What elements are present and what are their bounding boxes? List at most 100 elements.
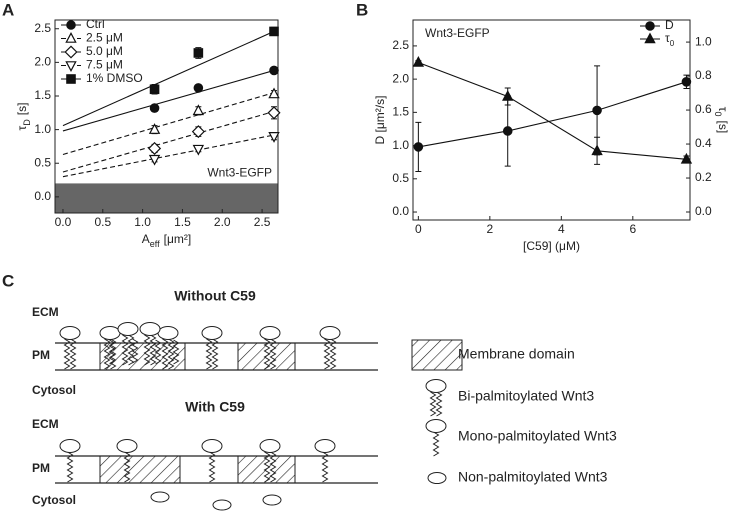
protein-head	[259, 439, 281, 453]
panel-label: A	[2, 0, 14, 19]
lipid-tail	[161, 338, 169, 370]
marker	[193, 83, 204, 93]
y2-axis-label-unit: [s]	[716, 121, 730, 134]
x-axis-label: [C59] (μM)	[523, 239, 580, 253]
annotation: Wnt3-EGFP	[425, 26, 490, 40]
legend-name: 2.5 μM	[86, 31, 123, 45]
lipid-tail	[269, 338, 277, 370]
marker	[269, 65, 279, 76]
legend-text: τ0	[665, 31, 675, 47]
y-axis-label-main: τ	[15, 125, 29, 130]
diagram-title: With C59	[185, 399, 245, 415]
legend-text: Mono-palmitoylated Wnt3	[458, 428, 617, 444]
series-line	[418, 81, 687, 148]
legend-text: 1% DMSO	[86, 71, 143, 85]
protein-head	[117, 322, 139, 336]
marker	[149, 103, 160, 113]
y-axis-label: τD [s]	[15, 103, 32, 131]
marker	[502, 126, 513, 136]
region-label: Cytosol	[32, 383, 76, 397]
legend-name: 7.5 μM	[86, 58, 123, 72]
free-protein	[212, 499, 232, 511]
marker	[592, 105, 602, 116]
annotation: Wnt3-EGFP	[207, 166, 272, 180]
panel-label: B	[356, 0, 368, 19]
lipid-tail	[108, 339, 116, 365]
y-tick-label: 1.0	[392, 138, 409, 152]
y-tick-label: 0.5	[34, 155, 51, 169]
protein-head	[157, 326, 179, 340]
protein-head	[314, 439, 336, 453]
marker	[267, 106, 281, 120]
lipid-tail	[66, 451, 74, 483]
x-axis-label-main: A	[142, 232, 150, 246]
legend-marker	[64, 45, 78, 59]
legend-name: 5.0 μM	[86, 44, 123, 58]
lipid-tail	[123, 451, 131, 483]
marker	[148, 154, 161, 166]
lipid-tail	[154, 339, 162, 365]
y-tick-label: 0.0	[392, 204, 409, 218]
legend-text: D	[665, 18, 674, 32]
protein-head	[259, 326, 281, 340]
y-tick-label: 2.0	[392, 71, 409, 85]
protein-head	[59, 439, 81, 453]
region-label: Cytosol	[32, 493, 76, 507]
legend-marker	[65, 32, 77, 43]
y-tick-label: 2.0	[34, 55, 51, 69]
lipid-tail	[167, 338, 175, 370]
y2-axis-label-sub: 0	[713, 112, 723, 117]
marker	[413, 142, 424, 152]
region-label: ECM	[32, 417, 59, 431]
legend-marker	[645, 21, 655, 31]
y-axis-label-unit: [s]	[15, 103, 29, 116]
x-axis-label-unit: [μm²]	[164, 232, 192, 246]
marker	[680, 152, 693, 164]
region-label: PM	[32, 348, 50, 362]
protein-head	[59, 326, 81, 340]
y2-tick-label: 1.0	[695, 34, 712, 48]
legend-name: Ctrl	[86, 17, 105, 31]
legend-name: D	[665, 18, 674, 32]
marker	[192, 144, 205, 156]
protein-head	[425, 379, 447, 393]
protein-head	[319, 326, 341, 340]
legend-text: 5.0 μM	[86, 44, 123, 58]
legend-marker	[644, 32, 656, 44]
legend-swatch	[411, 339, 463, 371]
marker	[412, 55, 425, 67]
lipid-tail	[205, 338, 213, 370]
y-axis-label-sub: D	[22, 119, 32, 126]
protein-head	[425, 419, 447, 433]
marker	[191, 125, 205, 139]
fit-line	[62, 134, 275, 178]
lipid-tail	[432, 431, 440, 457]
marker	[268, 132, 280, 143]
region-label: PM	[32, 461, 50, 475]
lipid-tail	[321, 451, 329, 483]
membrane-domain	[99, 455, 181, 484]
x-axis-label: Aeff [μm²]	[142, 232, 191, 249]
lipid-tail	[143, 334, 151, 366]
protein-head	[201, 326, 223, 340]
lipid-tail	[269, 451, 277, 483]
y-tick-label: 0.0	[34, 189, 51, 203]
protein-head	[99, 326, 121, 340]
free-protein	[262, 494, 282, 506]
y2-tick-label: 0.6	[695, 102, 712, 116]
marker	[502, 89, 514, 101]
y-tick-label: 2.5	[392, 38, 409, 52]
y-axis-label: D [μm²/s]	[373, 96, 387, 145]
membrane-domain	[237, 455, 296, 484]
lipid-tail	[323, 338, 331, 370]
marker	[148, 141, 162, 155]
marker	[591, 144, 603, 156]
y2-axis-label-main: τ	[716, 107, 730, 112]
fit-line	[62, 92, 275, 156]
x-axis-label-sub: eff	[150, 239, 160, 249]
marker	[193, 48, 204, 58]
legend-text: Non-palmitoylated Wnt3	[458, 469, 608, 485]
fit-line	[62, 30, 275, 127]
protein-head	[201, 439, 223, 453]
x-tick-label: 1.0	[134, 215, 151, 229]
